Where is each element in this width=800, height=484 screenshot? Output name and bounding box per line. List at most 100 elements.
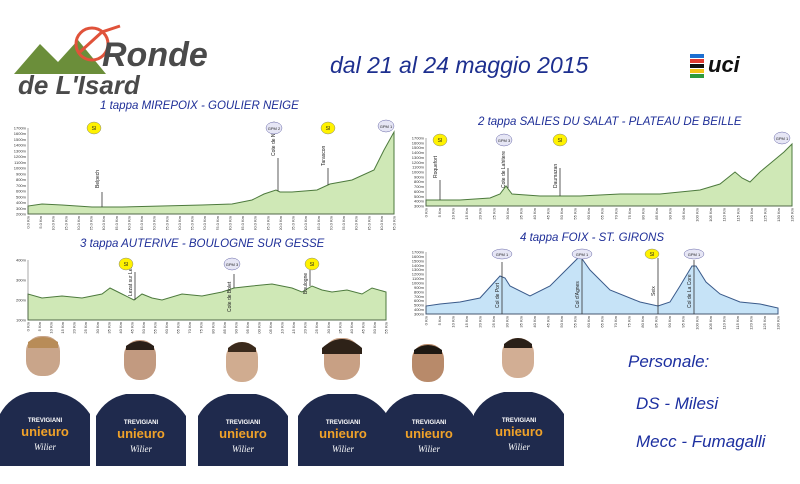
- logo-text-isard: de L'Isard: [18, 70, 141, 100]
- stage-1-y-tick: 400m: [16, 200, 27, 205]
- svg-text:SI: SI: [326, 126, 331, 132]
- stage-1-x-tick: 75.0 Km: [215, 215, 220, 230]
- svg-text:Wilier: Wilier: [130, 444, 152, 454]
- stage-2-x-tick: 25 Km: [491, 207, 496, 219]
- stage-4-badge-si: SI: [644, 248, 660, 260]
- stage-2-badge-gpm-3: GPM 3: [495, 133, 513, 147]
- rider-photo: TREVIGIANI unieuro Wilier: [384, 344, 474, 466]
- stage-3-x-tick: 15 Km: [60, 321, 65, 333]
- logo-text-ronde: Ronde: [102, 36, 208, 74]
- stage-3-place-bolet: Cote de Bolet: [227, 281, 233, 312]
- stage-1-y-tick: 1300m: [14, 148, 27, 153]
- stage-1-badge-gpm-2: GPM 2: [265, 121, 283, 135]
- stage-1-y-tick: 1400m: [14, 143, 27, 148]
- stage-1-x-tick: 105.0 Km: [291, 215, 296, 230]
- stage-1-x-tick: 55.0 Km: [164, 215, 169, 230]
- stage-2-y-tick: 1600m: [412, 140, 425, 145]
- stage-2-y-tick: 1300m: [412, 155, 425, 160]
- stage-1-y-tick: 1200m: [14, 154, 27, 159]
- svg-text:Wilier: Wilier: [508, 442, 530, 452]
- svg-text:SI: SI: [558, 138, 563, 144]
- uci-stripe-red: [690, 59, 704, 63]
- stage-4-x-tick: 35 Km: [518, 315, 523, 327]
- stage-1-x-tick: 125.0 Km: [341, 215, 346, 230]
- stage-2-x-tick: 30 Km: [505, 207, 510, 219]
- stage-3-x-tick: 75 Km: [199, 321, 204, 333]
- stage-2-x-tick: 35 Km: [518, 207, 523, 219]
- stage-1-x-tick: 135.0 Km: [366, 215, 371, 230]
- stage-1-y-tick: 1000m: [14, 166, 27, 171]
- stage-4-x-tick: 0 Km: [424, 315, 429, 325]
- stage-2-y-tick: 600m: [414, 189, 425, 194]
- stage-1-y-tick: 200m: [16, 212, 27, 217]
- stage-4-y-tick: 1300m: [412, 267, 425, 272]
- stage-2-x-tick: 115 Km: [735, 207, 740, 221]
- stage-1-title: 1 tappa MIREPOIX - GOULIER NEIGE: [100, 100, 299, 112]
- stage-4-x-tick: 105 Km: [708, 315, 713, 329]
- stage-1-x-tick: 65.0 Km: [190, 215, 195, 230]
- stage-1-x-tick: 145.0 Km: [392, 215, 397, 230]
- stage-4-x-tick: 80 Km: [640, 315, 645, 327]
- stage-3-x-tick: 35 Km: [106, 321, 111, 333]
- ronde-de-lisard-logo: Ronde de L'Isard: [14, 24, 208, 100]
- svg-text:TREVIGIANI: TREVIGIANI: [502, 418, 537, 424]
- logo-wheel: [74, 26, 110, 62]
- uci-stripe-black: [690, 64, 704, 68]
- stage-4-x-tick: 85 Km: [654, 315, 659, 327]
- stage-4-y-tick: 1100m: [412, 276, 425, 281]
- stage-2-x-tick: 65 Km: [600, 207, 605, 219]
- stage-3-x-tick: 95 Km: [245, 321, 250, 333]
- stage-3-place-boulogne: Boulogne: [303, 273, 309, 294]
- stage-4-place-port: Col de Port: [495, 282, 501, 308]
- stage-1-x-tick: 110.0 Km: [303, 215, 308, 230]
- uci-text: uci: [708, 52, 741, 77]
- uci-stripe-green: [690, 74, 704, 78]
- stage-4-x-tick: 10 Km: [451, 315, 456, 327]
- stage-4-x-tick: 115 Km: [735, 315, 740, 329]
- stage-2-y-tick: 1200m: [412, 160, 425, 165]
- event-date: dal 21 al 24 maggio 2015: [330, 52, 589, 78]
- svg-text:GPM 3: GPM 3: [226, 262, 239, 267]
- rider-photo: TREVIGIANI unieuro Wilier: [198, 342, 288, 466]
- stage-2-y-tick: 1500m: [412, 145, 425, 150]
- stage-4-y-tick: 1000m: [412, 281, 425, 286]
- stage-1-x-tick: 15.0 Km: [63, 215, 68, 230]
- stage-2-y-tick: 300m: [414, 204, 425, 209]
- stage-2-x-tick: 15 Km: [464, 207, 469, 219]
- stage-1-y-tick: 700m: [16, 183, 27, 188]
- stage-1-y-tick: 900m: [16, 171, 27, 176]
- svg-text:SI: SI: [124, 262, 129, 268]
- stage-2-place-lahitere: Cote de Lahitere: [501, 151, 507, 188]
- logo-mountains: [14, 40, 106, 74]
- stage-2-x-tick: 50 Km: [559, 207, 564, 219]
- stage-1-x-tick: 30.0 Km: [101, 215, 106, 230]
- stage-3-elevation-area: [27, 283, 387, 321]
- rider-photo: TREVIGIANI unieuro Wilier: [0, 336, 90, 466]
- svg-text:GPM 1: GPM 1: [776, 136, 789, 141]
- stage-3-profile: 400m 300m 200m 100m Lezat sur Leze Cote de …: [2, 254, 400, 335]
- uci-stripe-blue: [690, 54, 704, 58]
- stage-2-badge-si-2: SI: [552, 133, 568, 147]
- stage-2-y-tick: 900m: [414, 174, 425, 179]
- stage-3-x-tick: 0 Km: [26, 321, 31, 331]
- stage-4-x-tick: 70 Km: [613, 315, 618, 327]
- stage-2-x-tick: 130 Km: [776, 207, 781, 221]
- stage-4-badge-gpm-1b: GPM 1: [571, 248, 593, 260]
- stage-2-x-tick: 75 Km: [627, 207, 632, 219]
- stage-3-x-tick: 85 Km: [222, 321, 227, 333]
- stage-3-y-tick: 100m: [16, 318, 27, 323]
- stage-2-x-tick: 100 Km: [695, 207, 700, 221]
- stage-4-y-tick: 1700m: [412, 250, 425, 255]
- stage-4-x-tick: 30 Km: [505, 315, 510, 327]
- svg-text:unieuro: unieuro: [319, 426, 367, 441]
- stage-3-x-tick: 60 Km: [164, 321, 169, 333]
- stage-3-x-tick: 135 Km: [337, 321, 342, 334]
- stage-1-x-tick: 40.0 Km: [126, 215, 131, 230]
- stage-1-x-tick: 50.0 Km: [152, 215, 157, 230]
- stage-3-x-tick: 20 Km: [72, 321, 77, 333]
- stage-1-badge-si-2: SI: [320, 121, 336, 135]
- rider-photo: TREVIGIANI unieuro Wilier: [474, 338, 564, 466]
- stage-2-x-tick: 125 Km: [762, 207, 767, 221]
- stage-2-badge-gpm-1: GPM 1: [773, 131, 791, 145]
- stage-2-badge-si-1: SI: [432, 133, 448, 147]
